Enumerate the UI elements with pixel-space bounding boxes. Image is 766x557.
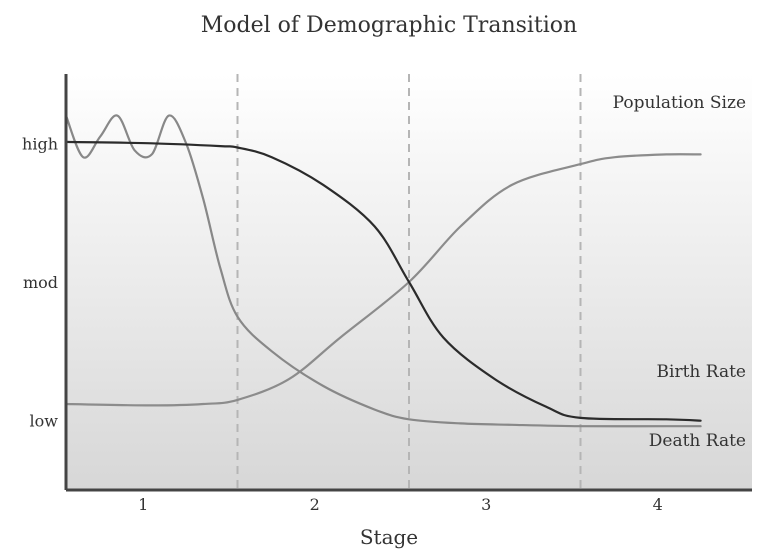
series-label-population-size: Population Size xyxy=(613,93,746,113)
chart-title: Model of Demographic Transition xyxy=(201,13,577,38)
series-line-birth-rate xyxy=(64,140,702,422)
series-line-death-rate xyxy=(64,114,702,428)
series-lines xyxy=(64,114,702,428)
series-label-birth-rate: Birth Rate xyxy=(657,362,746,382)
x-tick-labels: 1 2 3 4 xyxy=(138,495,663,514)
x-tick-stage-1: 1 xyxy=(138,495,148,514)
y-tick-labels: low mod high xyxy=(22,134,58,430)
y-tick-low: low xyxy=(30,412,59,431)
x-tick-stage-3: 3 xyxy=(481,495,491,514)
series-labels: Birth Rate Death Rate Population Size xyxy=(613,93,746,451)
x-tick-stage-2: 2 xyxy=(310,495,320,514)
y-tick-high: high xyxy=(22,134,58,153)
series-label-death-rate: Death Rate xyxy=(649,431,746,451)
y-tick-mod: mod xyxy=(23,273,58,292)
x-tick-stage-4: 4 xyxy=(653,495,663,514)
x-axis-title: Stage xyxy=(360,525,418,549)
